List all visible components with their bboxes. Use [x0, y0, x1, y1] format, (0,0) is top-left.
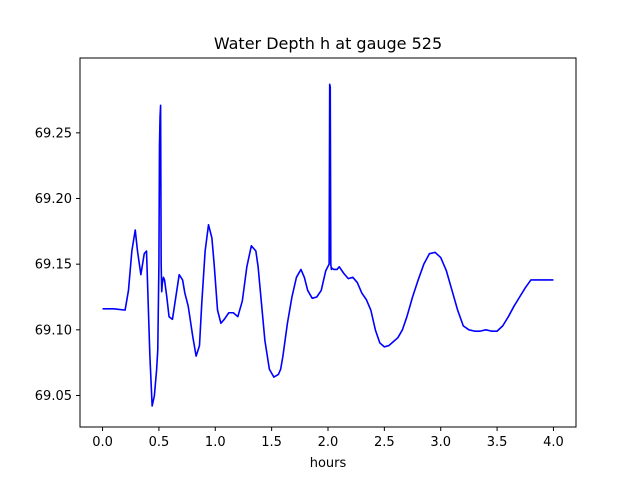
x-tick-label: 3.0	[430, 435, 451, 450]
y-tick-label: 69.20	[35, 192, 72, 207]
chart-title: Water Depth h at gauge 525	[214, 34, 442, 53]
y-tick-label: 69.05	[35, 389, 72, 404]
series-line-0	[102, 83, 554, 407]
x-tick-label: 0.0	[92, 435, 113, 450]
x-axis-label: hours	[310, 456, 347, 471]
x-tick-label: 0.5	[149, 435, 170, 450]
y-tick-label: 69.25	[35, 126, 72, 141]
x-tick-label: 3.5	[487, 435, 508, 450]
x-tick-label: 2.5	[374, 435, 395, 450]
x-tick-label: 1.5	[261, 435, 282, 450]
x-tick-label: 2.0	[318, 435, 339, 450]
x-tick-label: 4.0	[543, 435, 564, 450]
x-tick-label: 1.0	[205, 435, 226, 450]
y-tick-label: 69.10	[35, 323, 72, 338]
y-tick-label: 69.15	[35, 258, 72, 273]
